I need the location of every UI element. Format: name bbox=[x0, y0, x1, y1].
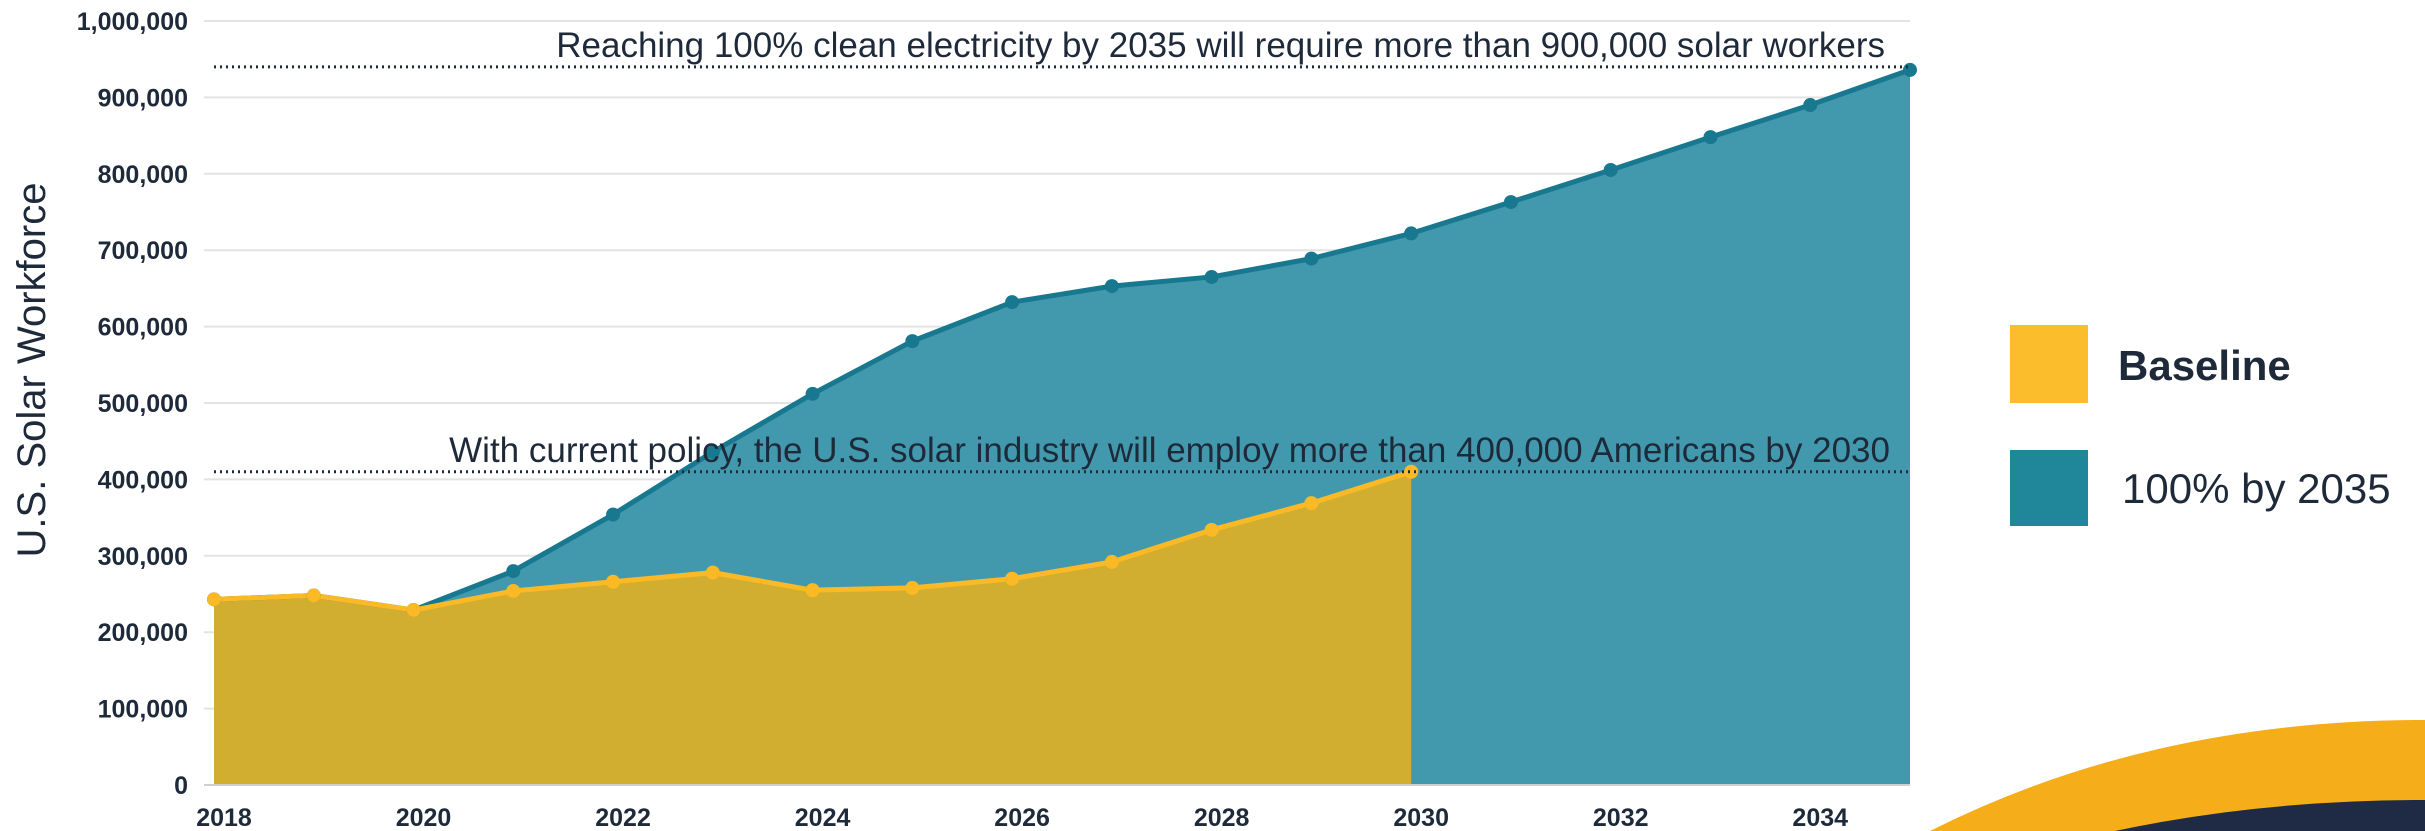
point-100-by-2035 bbox=[705, 444, 720, 459]
y-tick-label: 500,000 bbox=[98, 390, 188, 418]
point-100-by-2035 bbox=[606, 507, 621, 522]
point-baseline bbox=[1204, 522, 1219, 537]
point-baseline bbox=[207, 592, 221, 607]
y-tick-label: 800,000 bbox=[98, 161, 188, 189]
axes: 0 100,000 200,000 300,000 400,000 500,000 600,… bbox=[77, 8, 1910, 831]
x-tick-label: 2030 bbox=[1393, 804, 1449, 831]
y-tick-label: 200,000 bbox=[98, 619, 188, 647]
point-baseline bbox=[306, 588, 321, 603]
point-100-by-2035 bbox=[1104, 279, 1119, 294]
point-100-by-2035 bbox=[1803, 98, 1818, 113]
point-baseline bbox=[905, 580, 920, 595]
x-tick-label: 2020 bbox=[396, 804, 452, 831]
legend-swatch-100-by-2035 bbox=[2010, 450, 2088, 526]
point-100-by-2035 bbox=[506, 564, 521, 579]
legend-swatch-baseline bbox=[2010, 325, 2088, 403]
decorative-yellow-arc bbox=[1930, 720, 2425, 831]
x-tick-label: 2024 bbox=[795, 804, 851, 831]
decorative-navy-arc bbox=[2115, 800, 2425, 831]
x-tick-label: 2026 bbox=[994, 804, 1050, 831]
annotation-text-2035: Reaching 100% clean electricity by 2035 … bbox=[556, 26, 1885, 65]
point-100-by-2035 bbox=[1304, 251, 1319, 266]
point-100-by-2035 bbox=[1404, 226, 1419, 241]
point-baseline bbox=[606, 574, 621, 589]
y-tick-label: 700,000 bbox=[98, 237, 188, 265]
line-100-by-2035 bbox=[213, 67, 1911, 613]
y-axis-label: U.S. Solar Workforce bbox=[10, 183, 54, 558]
legend-label-baseline: Baseline bbox=[2118, 342, 2291, 389]
point-100-by-2035 bbox=[905, 334, 920, 349]
point-baseline bbox=[1104, 554, 1119, 569]
point-baseline bbox=[1304, 496, 1319, 511]
y-tick-label: 300,000 bbox=[98, 543, 188, 571]
point-100-by-2035 bbox=[1503, 195, 1518, 210]
point-baseline bbox=[1404, 464, 1419, 479]
point-100-by-2035 bbox=[805, 386, 820, 401]
y-tick-label: 1,000,000 bbox=[77, 8, 188, 36]
y-tick-label: 0 bbox=[174, 772, 188, 800]
point-baseline bbox=[805, 583, 820, 598]
point-100-by-2035 bbox=[1204, 269, 1219, 284]
legend-label-100-by-2035: 100% by 2035 bbox=[2122, 465, 2391, 512]
y-tick-label: 900,000 bbox=[98, 84, 188, 112]
annotation-text-2030: With current policy, the U.S. solar indu… bbox=[449, 431, 1890, 470]
x-tick-label: 2022 bbox=[595, 804, 651, 831]
y-tick-label: 600,000 bbox=[98, 314, 188, 342]
point-100-by-2035 bbox=[1005, 295, 1020, 310]
point-baseline bbox=[506, 583, 521, 598]
point-baseline bbox=[406, 603, 421, 618]
x-tick-label: 2034 bbox=[1792, 804, 1848, 831]
y-tick-label: 100,000 bbox=[98, 696, 188, 724]
point-100-by-2035 bbox=[1703, 130, 1718, 145]
point-baseline bbox=[1005, 571, 1020, 586]
x-tick-label: 2032 bbox=[1593, 804, 1649, 831]
point-baseline bbox=[705, 565, 720, 580]
area-baseline bbox=[214, 471, 1412, 785]
y-tick-label: 400,000 bbox=[98, 466, 188, 494]
point-100-by-2035 bbox=[1903, 62, 1917, 77]
x-tick-label: 2018 bbox=[196, 804, 252, 831]
legend: Baseline 100% by 2035 bbox=[2010, 325, 2391, 526]
annotations: Reaching 100% clean electricity by 2035 … bbox=[214, 26, 1910, 474]
x-tick-label: 2028 bbox=[1194, 804, 1250, 831]
point-100-by-2035 bbox=[1603, 162, 1618, 177]
area-series bbox=[214, 69, 1910, 786]
